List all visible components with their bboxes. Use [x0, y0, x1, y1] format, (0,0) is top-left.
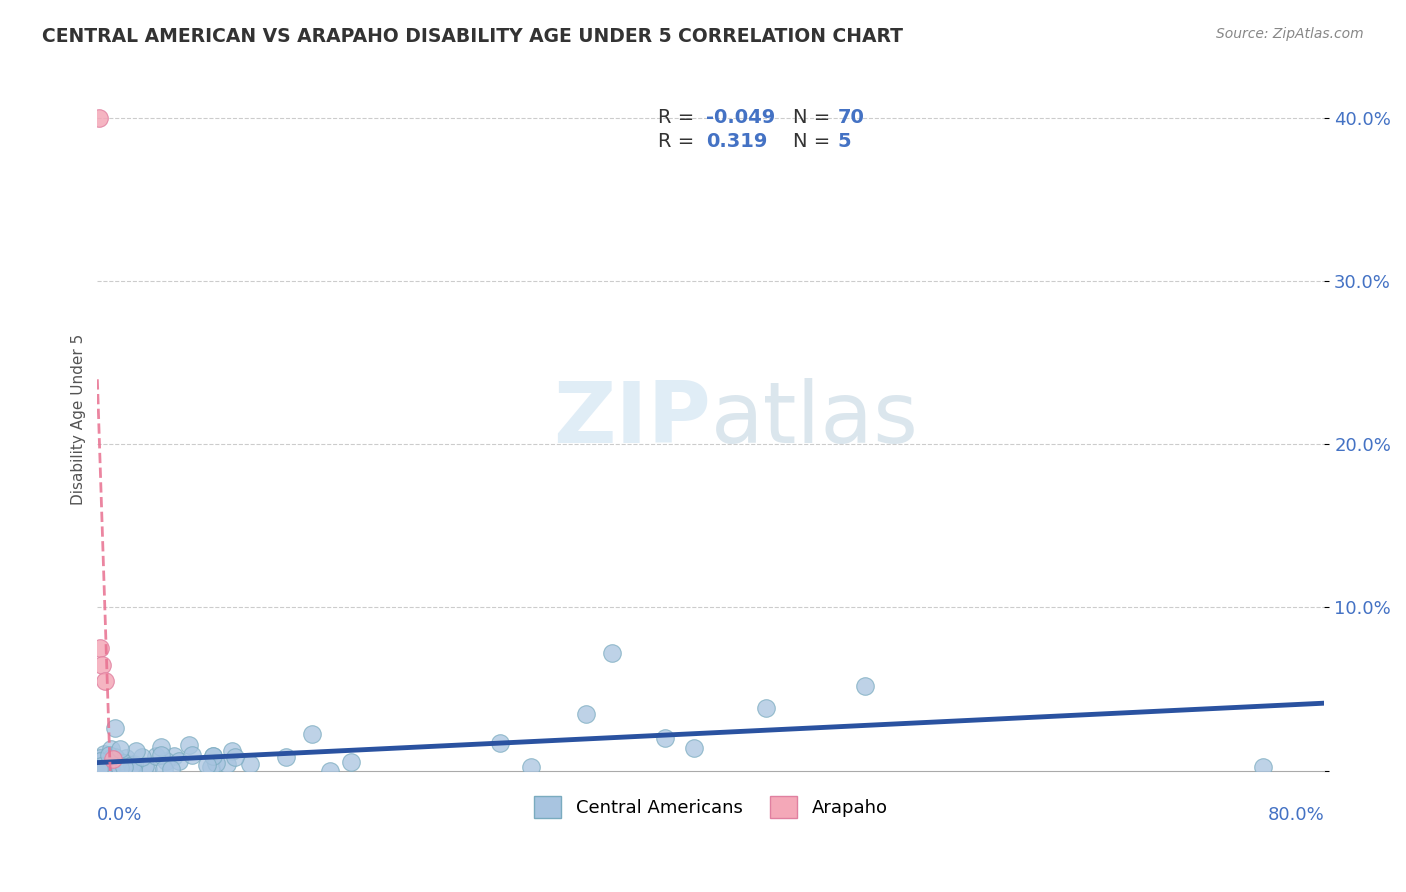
Point [134, 759, 156, 773]
Point [150, 747, 173, 762]
Point [575, 706, 598, 721]
Point [110, 756, 132, 770]
Point [100, 761, 122, 775]
Point [121, 763, 143, 777]
Point [94, 757, 117, 772]
Point [155, 754, 177, 768]
Point [94, 760, 117, 774]
Point [122, 763, 145, 777]
Point [159, 762, 181, 776]
Point [224, 749, 246, 764]
Y-axis label: Disability Age Under 5: Disability Age Under 5 [72, 334, 86, 505]
Point [101, 752, 124, 766]
Text: -0.049: -0.049 [706, 108, 775, 128]
Point [91, 763, 114, 777]
Point [90, 758, 112, 772]
Point [115, 751, 138, 765]
Point [1251, 760, 1274, 774]
Point [97, 747, 120, 762]
Point [200, 760, 222, 774]
Point [89, 764, 111, 778]
Point [93, 764, 115, 778]
Point [100, 742, 122, 756]
Point [91, 763, 114, 777]
Point [136, 762, 159, 776]
Point [87, 763, 110, 777]
Point [87, 762, 110, 776]
Text: Source: ZipAtlas.com: Source: ZipAtlas.com [1216, 27, 1364, 41]
Point [340, 756, 363, 770]
Point [94, 763, 117, 777]
Point [145, 749, 167, 764]
Point [319, 764, 342, 778]
Point [93, 747, 115, 761]
Text: 5: 5 [837, 132, 851, 151]
Text: N =: N = [793, 108, 831, 128]
Point [488, 736, 510, 750]
Point [94, 673, 117, 688]
Point [121, 758, 143, 772]
Point [89, 751, 111, 765]
Point [181, 747, 204, 762]
Point [96, 760, 118, 774]
Point [149, 740, 172, 755]
Point [755, 701, 778, 715]
Point [108, 754, 131, 768]
Point [121, 764, 143, 778]
Point [91, 657, 114, 672]
Text: 70: 70 [837, 108, 865, 128]
Text: R =: R = [658, 108, 695, 128]
Point [163, 749, 186, 764]
Point [131, 750, 153, 764]
Legend: Central Americans, Arapaho: Central Americans, Arapaho [527, 789, 894, 825]
Point [100, 751, 122, 765]
Point [87, 111, 110, 125]
Point [108, 761, 131, 775]
Point [853, 679, 876, 693]
Point [600, 646, 623, 660]
Point [153, 762, 176, 776]
Point [301, 727, 323, 741]
Point [205, 756, 228, 770]
Point [195, 758, 218, 772]
Point [201, 749, 224, 764]
Point [104, 749, 127, 764]
Point [167, 754, 190, 768]
Point [104, 721, 127, 735]
Point [179, 738, 201, 752]
Point [89, 754, 111, 768]
Point [89, 641, 111, 656]
Point [654, 731, 676, 745]
Text: 0.319: 0.319 [706, 132, 768, 151]
Point [112, 760, 135, 774]
Text: ZIP: ZIP [553, 378, 711, 461]
Text: CENTRAL AMERICAN VS ARAPAHO DISABILITY AGE UNDER 5 CORRELATION CHART: CENTRAL AMERICAN VS ARAPAHO DISABILITY A… [42, 27, 903, 45]
Point [122, 757, 145, 772]
Point [276, 750, 298, 764]
Text: 0.0%: 0.0% [97, 805, 143, 824]
Point [114, 756, 136, 771]
Point [683, 741, 706, 756]
Text: N =: N = [793, 132, 831, 151]
Point [93, 752, 115, 766]
Text: R =: R = [658, 132, 695, 151]
Point [201, 749, 224, 764]
Text: 80.0%: 80.0% [1268, 805, 1324, 824]
Point [520, 760, 543, 774]
Point [215, 756, 238, 771]
Point [124, 743, 146, 757]
Text: atlas: atlas [711, 378, 920, 461]
Point [108, 742, 131, 756]
Point [239, 756, 262, 771]
Point [100, 760, 122, 774]
Point [221, 744, 243, 758]
